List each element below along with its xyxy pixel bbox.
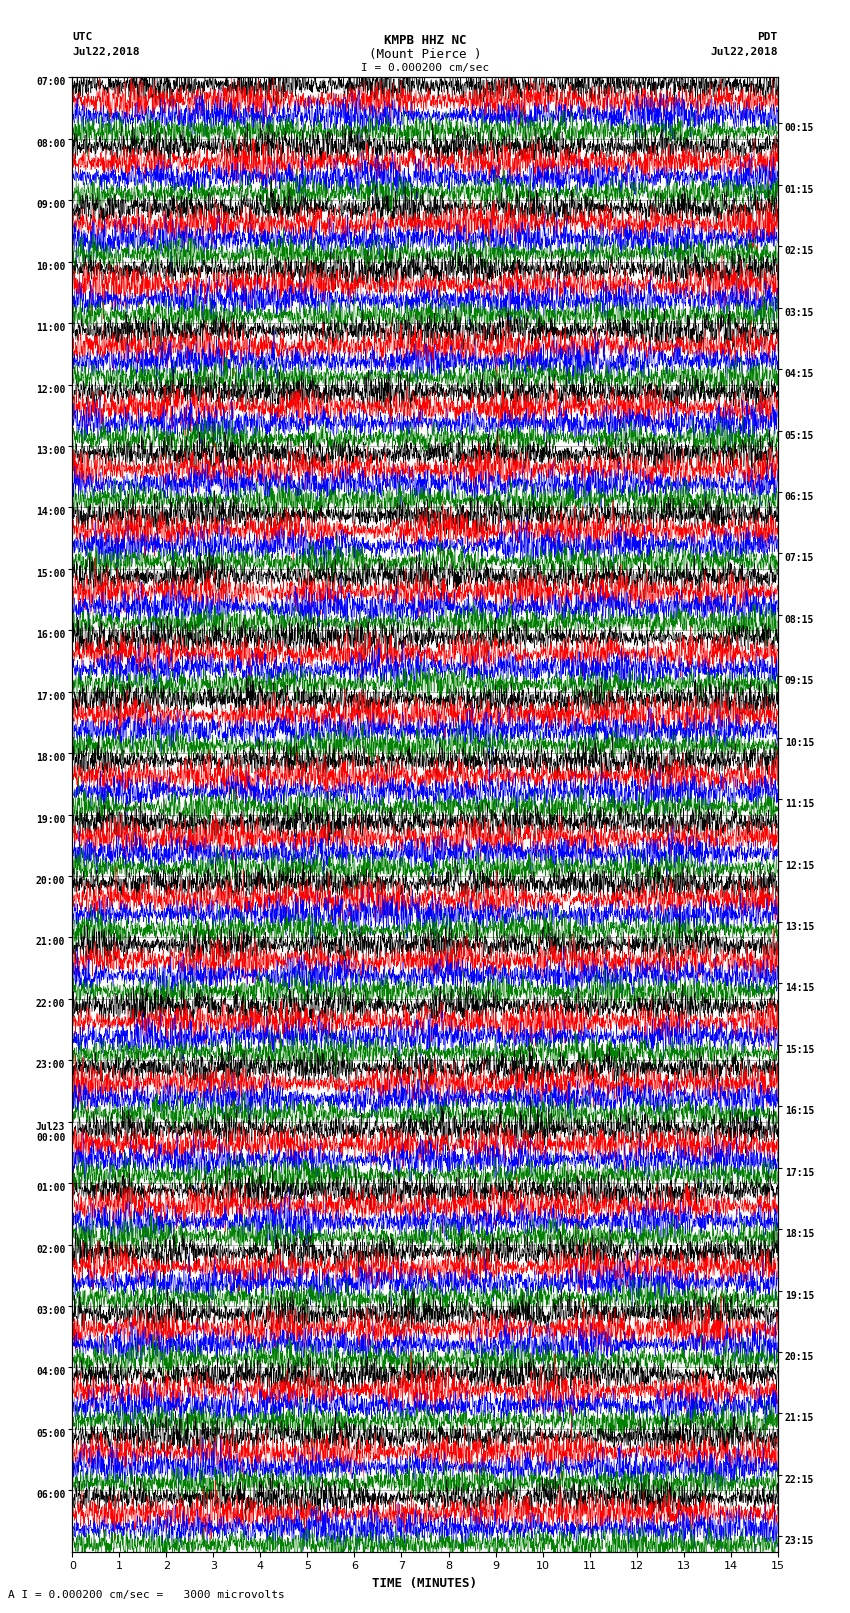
Bar	[72, 1307, 778, 1368]
Bar	[72, 876, 778, 937]
Bar	[72, 1060, 778, 1121]
Bar	[72, 631, 778, 692]
Text: (Mount Pierce ): (Mount Pierce )	[369, 48, 481, 61]
Bar	[72, 384, 778, 447]
Bar	[72, 323, 778, 384]
Bar	[72, 937, 778, 998]
Bar	[72, 1490, 778, 1552]
Text: Jul22,2018: Jul22,2018	[72, 47, 139, 56]
Text: KMPB HHZ NC: KMPB HHZ NC	[383, 34, 467, 47]
Text: Jul22,2018: Jul22,2018	[711, 47, 778, 56]
Bar	[72, 508, 778, 569]
X-axis label: TIME (MINUTES): TIME (MINUTES)	[372, 1578, 478, 1590]
Bar	[72, 447, 778, 508]
Bar	[72, 261, 778, 323]
Bar	[72, 1121, 778, 1184]
Bar	[72, 998, 778, 1060]
Bar	[72, 692, 778, 753]
Bar	[72, 200, 778, 261]
Bar	[72, 815, 778, 876]
Bar	[72, 1368, 778, 1429]
Bar	[72, 77, 778, 139]
Text: PDT: PDT	[757, 32, 778, 42]
Bar	[72, 139, 778, 200]
Text: UTC: UTC	[72, 32, 93, 42]
Text: I = 0.000200 cm/sec: I = 0.000200 cm/sec	[361, 63, 489, 73]
Bar	[72, 753, 778, 815]
Bar	[72, 1245, 778, 1307]
Bar	[72, 1429, 778, 1490]
Text: A I = 0.000200 cm/sec =   3000 microvolts: A I = 0.000200 cm/sec = 3000 microvolts	[8, 1590, 286, 1600]
Bar	[72, 1184, 778, 1245]
Bar	[72, 569, 778, 631]
